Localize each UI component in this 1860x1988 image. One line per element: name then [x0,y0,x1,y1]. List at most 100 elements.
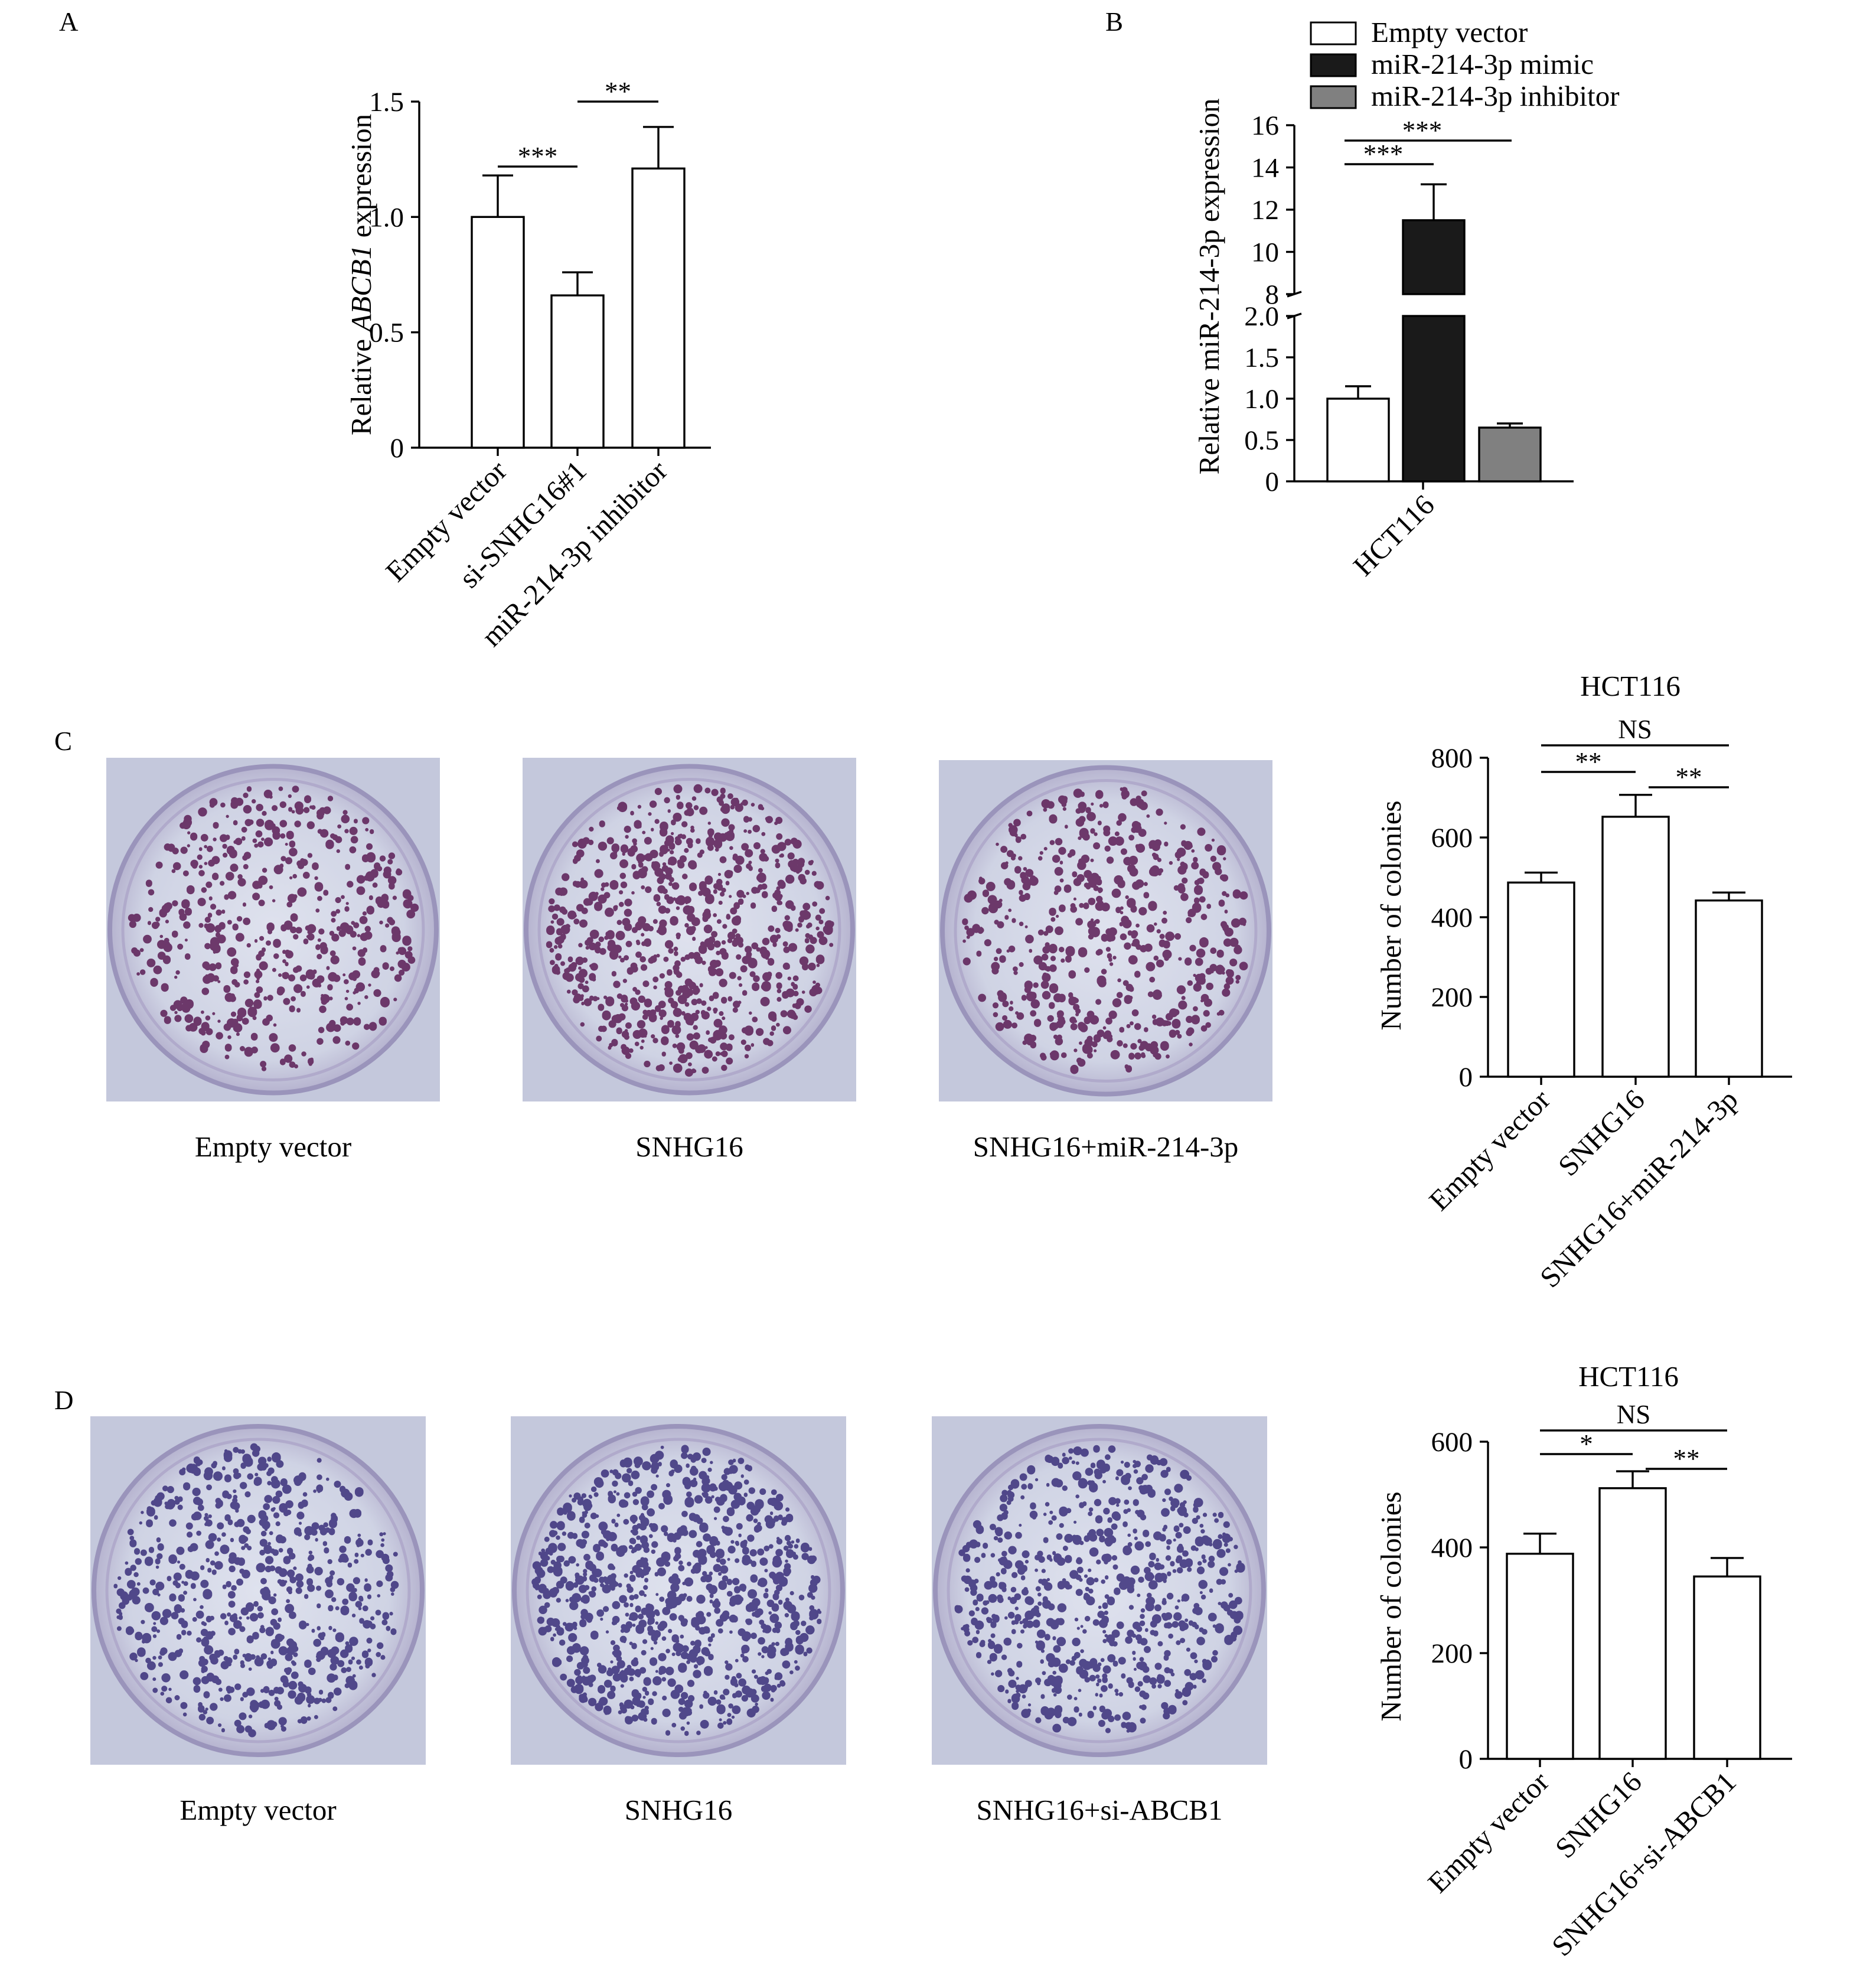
chartA-bar [471,216,525,449]
chart-c: HCT116 0 200 400 600 800 ** ** NS Number of co… [1375,670,1792,1294]
plate-inner-rim [121,778,425,1081]
chart-c-ylabel: Number of colonies [1375,800,1407,1030]
chartB-bar [1478,426,1542,483]
chartA-ytick-label: 0 [390,433,404,464]
chartD-error-bar [1523,1533,1556,1554]
chartD-category-label: SNHG16 [1549,1765,1648,1865]
panel-letter-d: D [54,1386,74,1415]
chartB-ytick-label: 0 [1265,467,1280,497]
photosC-plate [523,758,856,1101]
chartA-ytick-label: 1.5 [369,87,404,118]
chartD-error-bar [1616,1470,1649,1488]
chartD-bar [1598,1487,1667,1760]
colony-photos-c: Empty vector SNHG16 SNHG16+miR-214-3p [106,758,1272,1163]
chartC-category-label: SNHG16 [1552,1083,1651,1182]
plate-colonies [962,787,1248,1074]
panel-letter-a: A [59,7,79,37]
photosD-plate [932,1416,1267,1765]
chartC-bar [1695,899,1763,1078]
plate-inner-rim [526,1438,831,1743]
chartC-error-bar [1525,871,1558,883]
plate-inner-rim [105,1438,411,1743]
chart-d-title: HCT116 [1578,1360,1679,1393]
photosC-plate [106,758,440,1101]
chartD-ytick-label: 600 [1431,1427,1473,1458]
chartB-error-bar [1497,422,1523,428]
colony-photos-d: Empty vector SNHG16 SNHG16+si-ABCB1 [90,1416,1267,1826]
photosD-label: Empty vector [180,1794,336,1826]
chart-d-ylabel: Number of colonies [1375,1491,1407,1721]
photosC-label: SNHG16 [635,1130,743,1163]
chartB-ytick-label: 10 [1251,237,1279,268]
photosC-label: Empty vector [195,1130,351,1163]
chartB-significance-label: *** [1402,116,1443,145]
chartD-error-bar [1711,1557,1744,1577]
chartB-error-bar [1345,385,1371,399]
chartB-ytick-label: 0.5 [1244,425,1279,456]
chartB-ytick-label: 8 [1265,279,1280,310]
photosD-plate [511,1416,846,1765]
chartB-ytick-label: 16 [1251,110,1279,141]
plate-colonies [546,784,834,1077]
plate-inner-rim [947,1438,1252,1743]
chartA-ytick-label: 1.0 [369,202,404,233]
chartC-ytick-label: 0 [1459,1062,1473,1093]
chartC-bar [1601,816,1670,1078]
chartD-ytick-label: 0 [1459,1744,1473,1775]
chartB-bar [1326,397,1390,483]
chart-c-title: HCT116 [1580,670,1680,702]
chartB-ytick-label: 12 [1251,195,1279,226]
plate-rim [92,1424,425,1757]
chartC-category-label: Empty vector [1422,1083,1556,1217]
chartB-ytick-label: 1.0 [1244,384,1279,415]
chart-b-x-label: HCT116 [1347,488,1441,582]
chartA-significance-label: *** [518,142,558,171]
chartB-significance-label: *** [1363,139,1404,169]
chartD-significance-label: * [1580,1429,1593,1459]
chartD-significance-label: NS [1617,1400,1651,1429]
chart-a: 00.51.01.5 ***** Relative ABCB1 expressi… [345,77,711,653]
chartD-bar [1506,1553,1574,1760]
chartC-ytick-label: 600 [1431,823,1473,853]
photosC-plate [939,760,1272,1101]
chartA-error-bar [482,174,513,217]
chartC-ytick-label: 400 [1431,902,1473,933]
plate-rim [512,1424,845,1757]
chartA-error-bar [562,271,593,296]
chartC-ytick-label: 800 [1431,743,1473,774]
plate-colonies [531,1445,822,1736]
chartB-ytick-label: 1.5 [1244,343,1279,373]
chartB-legend-label: miR-214-3p inhibitor [1371,80,1620,112]
chartA-significance-label: ** [605,77,631,106]
chartA-ytick-label: 0.5 [369,318,404,348]
chartC-significance-label: ** [1575,747,1602,777]
chartA-error-bar [643,126,674,169]
chartB-legend-swatch [1310,53,1357,77]
chartB-error-bar [1421,183,1447,220]
chartB-legend-label: Empty vector [1371,16,1528,48]
chartB-ytick-label: 2.0 [1244,301,1279,332]
chartB-legend-swatch [1310,21,1357,45]
chartD-bar [1693,1575,1761,1760]
chartC-significance-label: ** [1676,762,1702,792]
chartB-legend-swatch [1310,85,1357,109]
photosD-plate [90,1416,426,1765]
chartC-significance-label: NS [1618,715,1652,744]
photosC-label: SNHG16+miR-214-3p [973,1130,1239,1163]
chartD-category-label: SNHG16+si-ABCB1 [1545,1765,1742,1963]
panel-letter-c: C [54,726,72,756]
chartA-bar [631,167,686,449]
chart-a-ylabel: Relative ABCB1 expression [345,114,377,435]
plate-colonies [128,786,419,1071]
chartD-ytick-label: 200 [1431,1638,1473,1669]
photosD-label: SNHG16 [625,1794,732,1826]
plate-inner-rim [954,779,1258,1083]
chartC-error-bar [1712,891,1745,901]
chart-b-ylabel: Relative miR-214-3p expression [1193,99,1225,475]
plate-rim [940,765,1271,1097]
chartC-bar [1507,881,1575,1078]
plate-inner-rim [537,778,841,1081]
